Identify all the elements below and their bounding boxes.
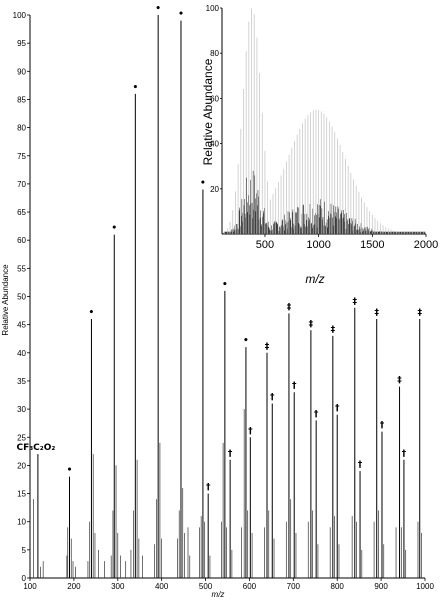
peak-marker-label: • [111,224,117,234]
peak-marker-label: † [314,409,319,419]
y-tick-label: 40 [17,349,26,358]
main-axes: 0 5 10 15 20 25 30 35 40 45 50 55 60 65 70 75 80 85 90 95 10… [13,11,435,591]
peak-marker-label: † [292,381,297,391]
y-tick-label: 95 [17,39,26,48]
inset-chart: 20 40 60 80 100 500 1000 1500 2000 m/z Relative … [201,4,438,286]
y-tick-label: 100 [13,11,27,20]
x-tick-label: 200 [67,582,81,591]
y-tick-label: 20 [17,461,26,470]
inset-y-axis-label: Relative Abundance [201,58,215,165]
inset-y-tick-label: 40 [210,140,219,149]
peak-marker-label: † [248,426,253,436]
x-tick-label: 300 [111,582,125,591]
peak-marker-label: ‡ [417,308,422,318]
peak-marker-label: ‡ [309,319,314,329]
y-tick-label: 60 [17,236,26,245]
y-tick-label: 25 [17,433,26,442]
peak-marker-label: • [222,280,228,290]
inset-peaks [223,8,426,234]
peak-marker-label: † [358,460,363,470]
peak-marker-label: † [206,483,211,493]
y-tick-label: 80 [17,124,26,133]
main-peaks [33,15,422,578]
y-tick-label: 10 [17,518,26,527]
peak-marker-label: • [178,10,184,20]
peak-marker-label: • [200,179,206,189]
inset-y-tick-label: 60 [210,94,219,103]
inset-y-tick-label: 20 [210,185,219,194]
y-tick-label: 75 [17,152,26,161]
inset-y-tick-label: 100 [206,4,220,13]
peak-marker-label: † [270,392,275,402]
peak-marker-label: ‡ [374,308,379,318]
peak-marker-label: ‡ [331,325,336,335]
y-tick-label: 50 [17,293,26,302]
inset-x-tick-label: 1500 [360,239,384,251]
x-tick-label: 100 [23,582,37,591]
y-tick-label: 0 [22,574,27,583]
peak-marker-label: † [228,449,233,459]
peak-formula-label: CF₃C₂O₂ [16,443,55,453]
main-x-axis-label: m/z [212,590,225,599]
y-tick-label: 30 [17,405,26,414]
y-tick-label: 70 [17,180,26,189]
y-tick-label: 55 [17,264,26,273]
peak-marker-label: ‡ [397,376,402,386]
inset-x-tick-label: 500 [256,239,274,251]
x-tick-label: 600 [243,582,257,591]
inset-x-axis-label: m/z [305,272,324,286]
peak-marker-label: † [380,421,385,431]
peak-marker-label: ‡ [287,302,292,312]
peak-marker-label: ‡ [353,297,358,307]
x-tick-label: 700 [287,582,301,591]
y-tick-label: 5 [22,546,27,555]
inset-y-tick-label: 80 [210,49,219,58]
x-tick-label: 800 [331,582,345,591]
peak-marker-label: • [67,466,73,476]
peak-marker-label: • [89,308,95,318]
peak-marker-label: † [402,449,407,459]
y-tick-label: 15 [17,490,26,499]
main-y-axis-label: Relative Abundance [1,264,10,336]
main-peak-labels: CF₃C₂O₂ • • • • • • • † • † • † ‡ † ‡ † ‡ † ‡ † ‡ † ‡ † ‡ † ‡ [16,4,422,493]
inset-x-tick-label: 2000 [414,239,438,251]
peak-marker-label: • [132,83,138,93]
x-tick-label: 1000 [416,582,434,591]
y-tick-label: 35 [17,377,26,386]
y-tick-label: 90 [17,67,26,76]
inset-x-tick-label: 1000 [306,239,330,251]
x-tick-label: 900 [374,582,388,591]
x-tick-label: 400 [155,582,169,591]
peak-marker-label: ‡ [265,342,270,352]
y-tick-label: 65 [17,208,26,217]
peak-marker-label: • [243,336,249,346]
peak-marker-label: • [155,4,161,14]
x-tick-label: 500 [199,582,213,591]
y-tick-label: 85 [17,95,26,104]
y-tick-label: 45 [17,321,26,330]
peak-marker-label: † [335,404,340,414]
